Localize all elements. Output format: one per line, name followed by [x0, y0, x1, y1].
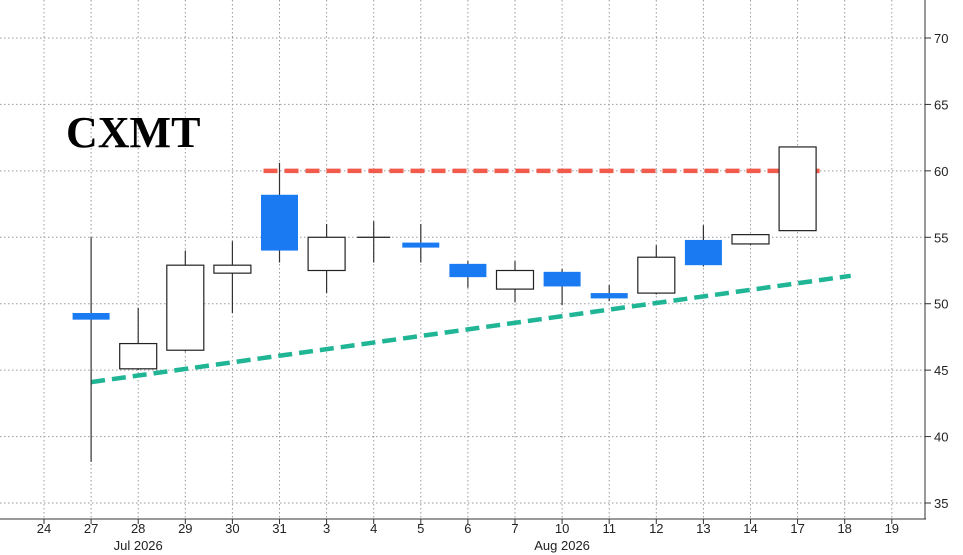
grid-lines	[0, 0, 925, 519]
candle-body	[213, 264, 252, 274]
candle-body	[731, 234, 770, 245]
x-tick-label-28: 28	[131, 521, 145, 536]
y-tick-label-55: 55	[934, 230, 948, 245]
x-tick-label-24: 24	[37, 521, 51, 536]
candle-28	[119, 307, 158, 371]
axes	[0, 0, 931, 524]
y-tick-label-50: 50	[934, 297, 948, 312]
candle-body	[543, 271, 581, 287]
candle-body	[72, 313, 110, 320]
x-tick-label-30: 30	[225, 521, 239, 536]
y-tick-label-60: 60	[934, 164, 948, 179]
y-tick-label-45: 45	[934, 363, 948, 378]
candle-14	[731, 234, 770, 246]
chart-title: CXMT	[66, 108, 200, 157]
x-tick-label-29: 29	[178, 521, 192, 536]
candle-body	[778, 146, 817, 232]
candle-13	[684, 225, 722, 267]
candle-17	[778, 146, 817, 232]
x-tick-label-10: 10	[555, 521, 569, 536]
candle-30	[213, 241, 252, 314]
x-tick-label-6: 6	[464, 521, 471, 536]
candle-10	[543, 269, 581, 306]
x-tick-label-17: 17	[790, 521, 804, 536]
candle-body	[590, 293, 628, 299]
x-tick-label-18: 18	[837, 521, 851, 536]
y-tick-label-40: 40	[934, 430, 948, 445]
candle-body	[119, 342, 158, 370]
x-tick-label-19: 19	[885, 521, 899, 536]
x-tick-label-7: 7	[511, 521, 518, 536]
candle-29	[166, 250, 205, 352]
candle-7	[495, 261, 535, 303]
x-tick-label-4: 4	[370, 521, 377, 536]
candle-body	[449, 263, 487, 278]
x-tick-label-5: 5	[417, 521, 424, 536]
candle-27	[72, 237, 110, 462]
y-tick-label-70: 70	[934, 31, 948, 46]
candle-12	[637, 245, 676, 295]
y-tick-label-65: 65	[934, 97, 948, 112]
x-tick-label-12: 12	[649, 521, 663, 536]
candle-4	[357, 221, 391, 263]
candle-body	[684, 239, 722, 266]
candle-body	[307, 236, 346, 272]
candle-body	[166, 264, 205, 351]
x-tick-label-13: 13	[696, 521, 710, 536]
month-label: Jul 2026	[114, 538, 163, 553]
x-tick-label-31: 31	[272, 521, 286, 536]
candle-6	[449, 261, 487, 288]
candle-31	[261, 162, 298, 263]
candle-body	[402, 242, 440, 248]
month-label: Aug 2026	[534, 538, 590, 553]
trendline-support	[90, 273, 852, 385]
candle-body	[261, 194, 298, 251]
candle-11	[590, 285, 628, 302]
candle-body	[495, 269, 535, 290]
candle-body	[637, 256, 676, 294]
x-tick-label-14: 14	[743, 521, 757, 536]
x-tick-label-3: 3	[323, 521, 330, 536]
candles	[72, 146, 817, 462]
trendlines	[90, 168, 852, 385]
y-tick-label-35: 35	[934, 496, 948, 511]
x-tick-label-27: 27	[84, 521, 98, 536]
candle-5	[402, 224, 440, 263]
x-tick-label-11: 11	[602, 521, 616, 536]
candle-3	[307, 224, 346, 294]
